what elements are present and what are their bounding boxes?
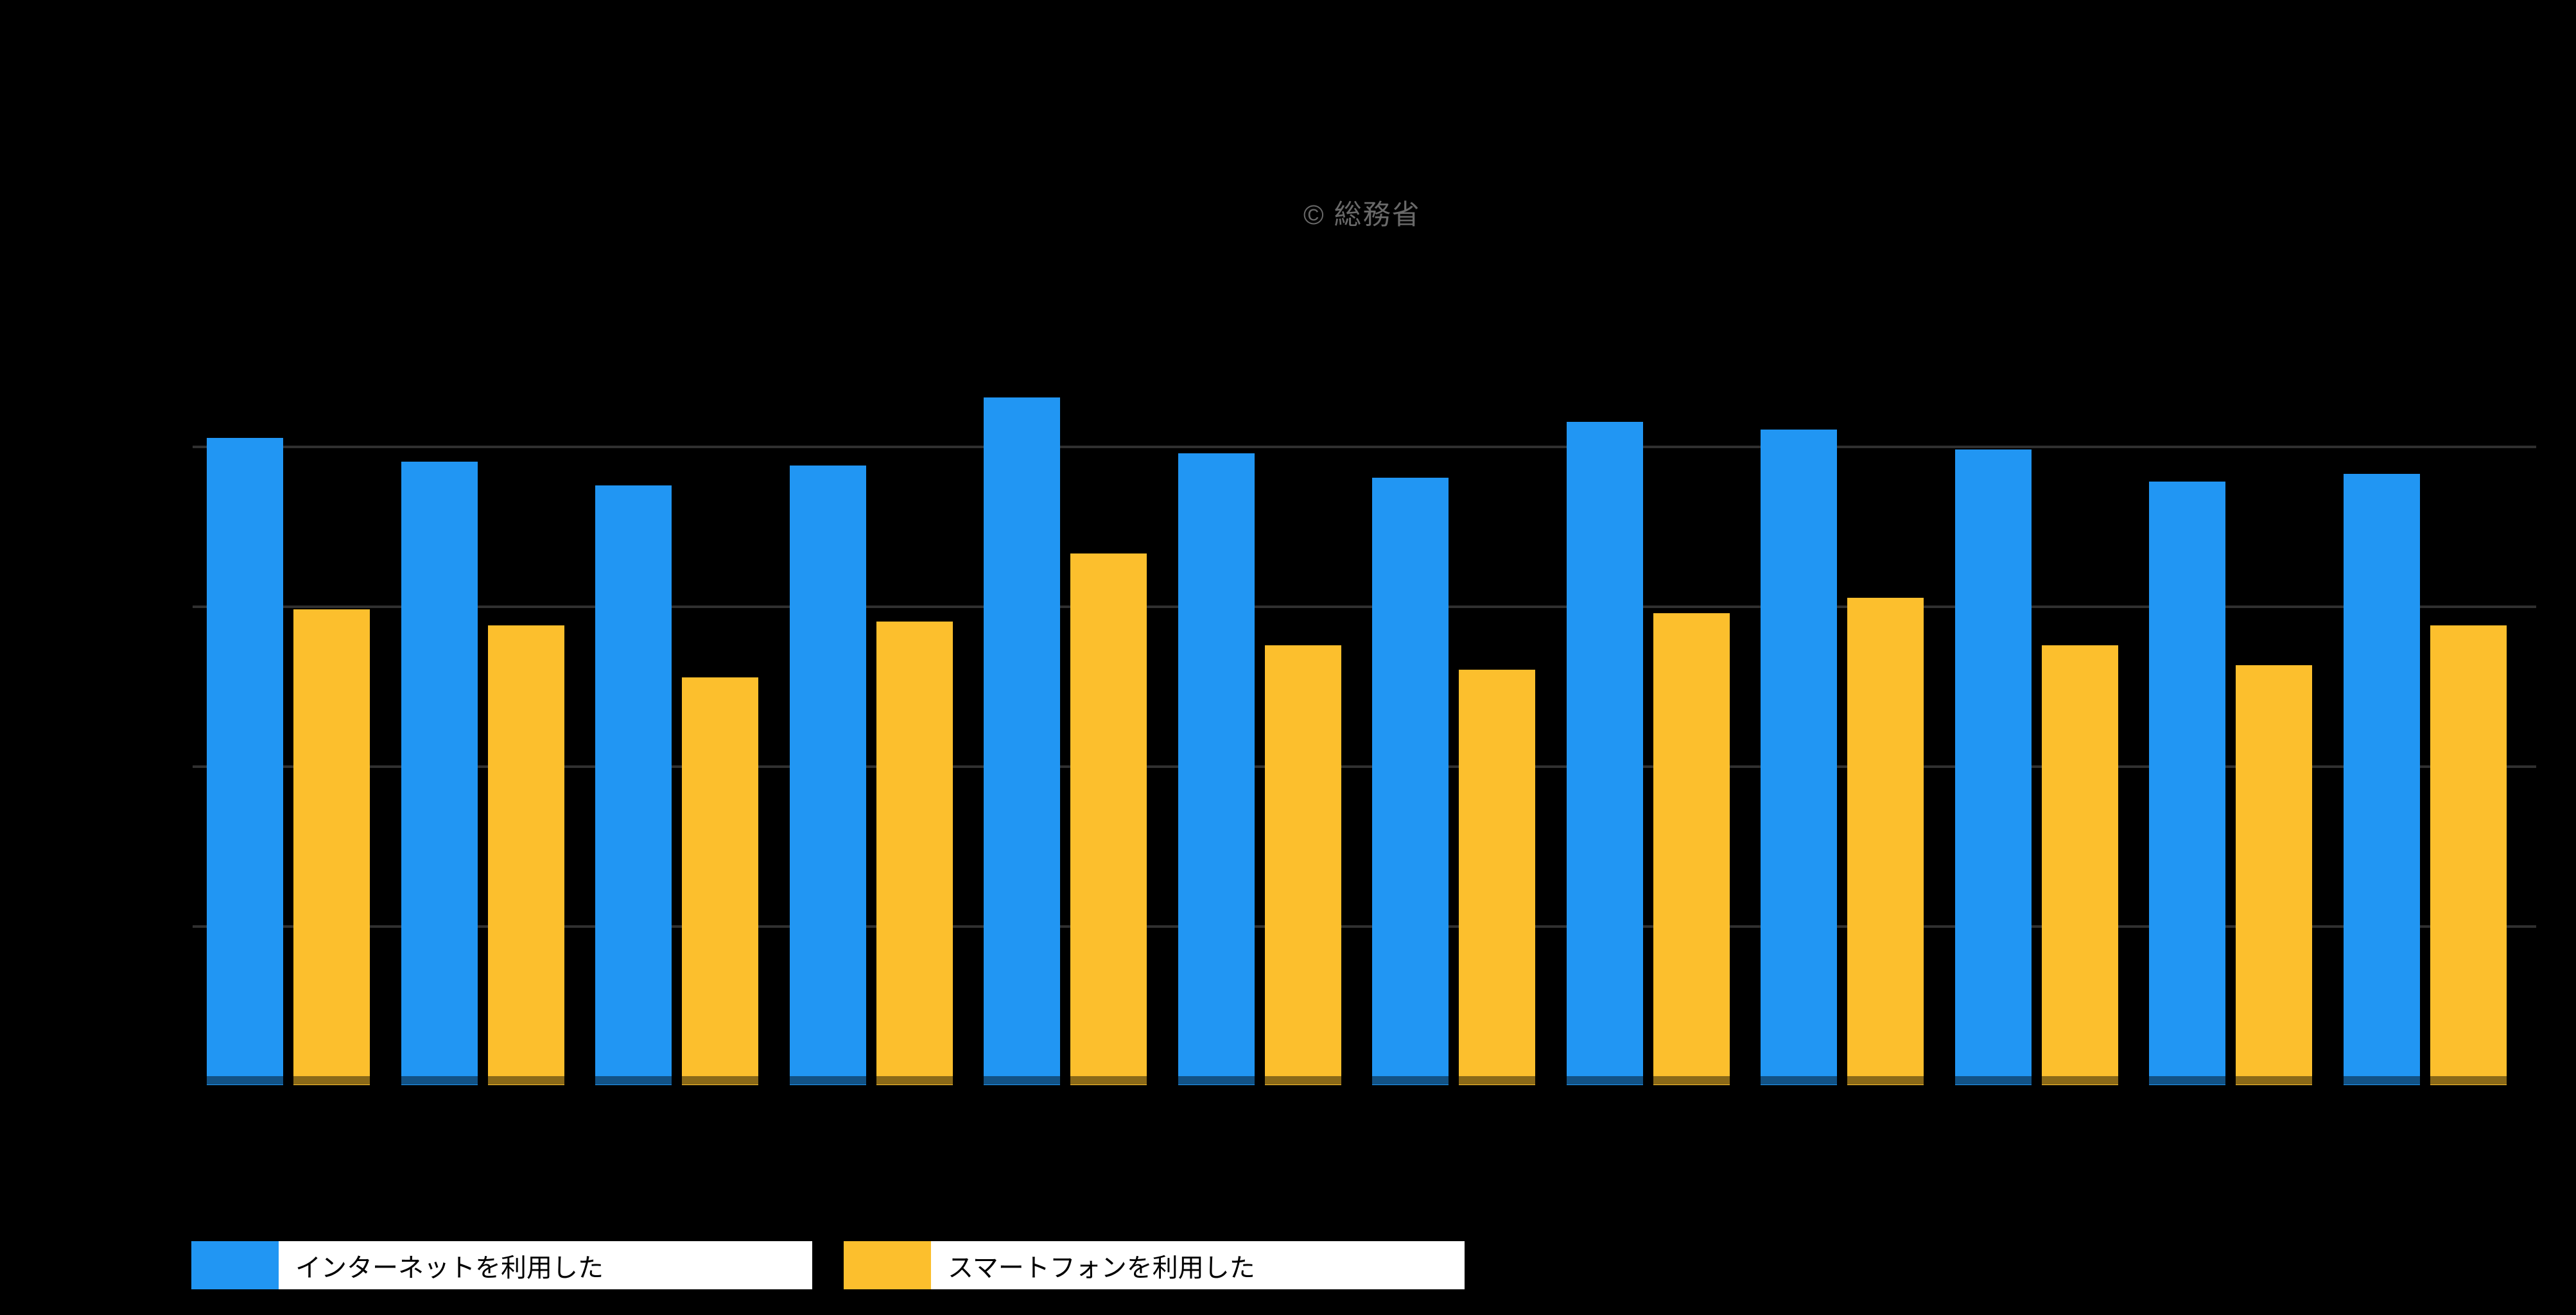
bar-internet-5[interactable] (984, 397, 1060, 1085)
gridline-20 (193, 925, 2536, 928)
bar-smartphone-8[interactable] (1653, 613, 1730, 1085)
chart-legend: インターネットを利用した スマートフォンを利用した (191, 1241, 1465, 1289)
legend-item-internet[interactable]: インターネットを利用した (191, 1241, 812, 1289)
bar-internet-11[interactable] (2149, 482, 2225, 1085)
legend-label-internet: インターネットを利用した (295, 1253, 604, 1282)
legend-label-smartphone: スマートフォンを利用した (948, 1253, 1255, 1282)
bar-internet-9[interactable] (1761, 430, 1837, 1085)
bar-smartphone-10[interactable] (2042, 645, 2118, 1085)
x-axis-baseline (193, 1076, 2536, 1084)
bar-smartphone-4[interactable] (876, 622, 953, 1085)
bar-internet-2[interactable] (401, 462, 478, 1085)
bar-internet-4[interactable] (790, 466, 866, 1085)
bar-internet-10[interactable] (1955, 449, 2032, 1085)
legend-swatch-smartphone (844, 1241, 931, 1289)
bar-internet-7[interactable] (1372, 478, 1449, 1085)
bar-smartphone-3[interactable] (682, 677, 758, 1085)
bar-smartphone-1[interactable] (293, 609, 370, 1085)
bar-internet-8[interactable] (1567, 422, 1643, 1085)
copyright-watermark: © 総務省 (1303, 200, 1421, 231)
bar-smartphone-6[interactable] (1265, 645, 1341, 1085)
bar-smartphone-12[interactable] (2430, 625, 2507, 1085)
bar-smartphone-2[interactable] (488, 625, 564, 1085)
bar-smartphone-5[interactable] (1070, 553, 1147, 1085)
gridline-80 (193, 446, 2536, 448)
legend-label-box-smartphone: スマートフォンを利用した (931, 1241, 1465, 1289)
bar-smartphone-9[interactable] (1847, 598, 1924, 1085)
legend-swatch-internet (191, 1241, 279, 1289)
legend-item-smartphone[interactable]: スマートフォンを利用した (844, 1241, 1465, 1289)
bar-internet-6[interactable] (1178, 453, 1255, 1085)
bar-smartphone-11[interactable] (2236, 665, 2312, 1085)
bar-internet-1[interactable] (207, 438, 283, 1085)
bar-internet-12[interactable] (2344, 474, 2420, 1085)
bar-smartphone-7[interactable] (1459, 670, 1535, 1085)
legend-label-box-internet: インターネットを利用した (279, 1241, 812, 1289)
gridline-40 (193, 765, 2536, 768)
bar-internet-3[interactable] (595, 485, 672, 1085)
gridline-60 (193, 605, 2536, 608)
